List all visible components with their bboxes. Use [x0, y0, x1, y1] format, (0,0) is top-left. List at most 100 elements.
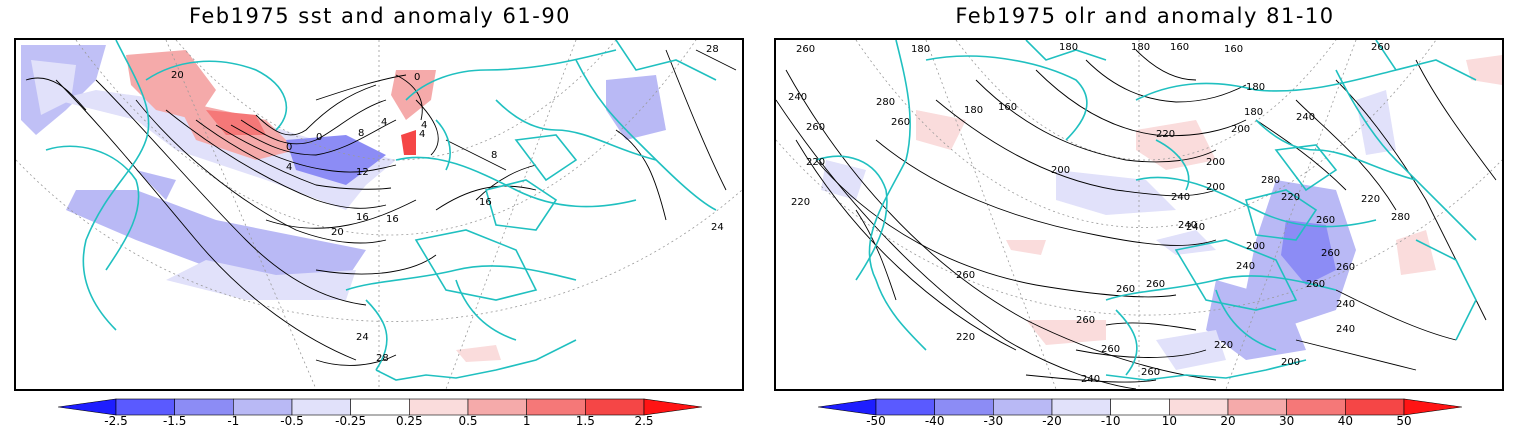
colorbar-end-low: [58, 398, 117, 416]
colorbar-tick-label: -30: [983, 414, 1004, 428]
contour-label: 0: [414, 72, 420, 83]
contour-label: 16: [479, 197, 492, 208]
contour-label: 240: [1171, 192, 1190, 203]
colorbar-bin: [115, 398, 175, 416]
colorbar-bin: [350, 398, 410, 416]
contour-label: 220: [791, 197, 810, 208]
contour-label: 260: [796, 44, 815, 55]
colorbar-tick-label: 0.25: [395, 414, 423, 428]
contour-label: 28: [376, 353, 389, 364]
contour-label: 260: [1336, 262, 1355, 273]
colorbar-bin: [1286, 398, 1346, 416]
colorbar-bin: [1345, 398, 1405, 416]
contour-label: 260: [1141, 367, 1160, 378]
left-colorbar-labels: -2.5 -1.5 -1 -0.5 -0.25 0.25 0.5 1 1.5 2.5: [58, 414, 702, 430]
contour-label: 4: [419, 129, 425, 140]
colorbar-tick-label: -20: [1042, 414, 1062, 428]
contour-label: 4: [421, 120, 427, 131]
colorbar-tick-label: 40: [1337, 414, 1353, 428]
colorbar-end-high: [1403, 398, 1462, 416]
contour-label: 240: [788, 92, 807, 103]
colorbar-bin: [1227, 398, 1287, 416]
colorbar-tick-label: 2.5: [634, 414, 654, 428]
contour-label: 4: [286, 162, 292, 173]
contour-label: 4: [381, 117, 387, 128]
colorbar-tick-label: 20: [1220, 414, 1236, 428]
contour-label: 200: [1206, 182, 1225, 193]
contour-label: 0: [316, 132, 322, 143]
contour-label: 280: [1391, 212, 1410, 223]
contour-label: 280: [876, 97, 895, 108]
contour-label: 200: [1231, 124, 1250, 135]
colorbar-bin: [409, 398, 469, 416]
colorbar-bin: [467, 398, 527, 416]
right-colorbar: [818, 398, 1462, 416]
colorbar-end-high: [643, 398, 702, 416]
contour-label: 240: [1178, 220, 1197, 231]
contour-label: 260: [806, 122, 825, 133]
contour-label: 260: [1321, 248, 1340, 259]
colorbar-bin: [1169, 398, 1229, 416]
contour-label: 220: [1281, 192, 1300, 203]
colorbar-bin: [526, 398, 586, 416]
contour-label: 8: [358, 128, 364, 139]
contour-label: 160: [1224, 44, 1243, 55]
contour-label: 260: [1116, 284, 1135, 295]
contour-label: 28: [706, 44, 719, 55]
contour-label: 220: [1156, 129, 1175, 140]
contour-label: 180: [1059, 42, 1078, 53]
colorbar-tick-label: -50: [866, 414, 886, 428]
colorbar-tick-label: -0.25: [335, 414, 367, 428]
contour-label: 200: [1281, 357, 1300, 368]
contour-label: 24: [711, 222, 724, 233]
contour-label: 180: [964, 105, 983, 116]
left-map-panel: 20 0 0 4 4 0 4 8 4 12 8 16 16 16 20 24 28 24 28: [14, 38, 744, 391]
left-colorbar: [58, 398, 702, 416]
contour-label: 180: [1244, 107, 1263, 118]
colorbar-bin: [993, 398, 1053, 416]
contour-label: 180: [1246, 82, 1265, 93]
contour-label: 200: [1246, 241, 1265, 252]
contour-label: 220: [956, 332, 975, 343]
contour-label: 240: [1186, 222, 1205, 233]
contour-label: 20: [171, 70, 184, 81]
colorbar-bin: [174, 398, 234, 416]
colorbar-tick-label: 10: [1161, 414, 1177, 428]
contour-label: 260: [956, 270, 975, 281]
right-colorbar-labels: -50 -40 -30 -20 -10 10 20 30 40 50: [818, 414, 1462, 430]
colorbar-tick-label: -1: [227, 414, 240, 428]
colorbar-tick-label: -10: [1100, 414, 1121, 428]
colorbar-tick-label: 50: [1396, 414, 1412, 428]
contour-label: 260: [1371, 42, 1390, 53]
contour-label: 160: [1170, 42, 1189, 53]
colorbar-bin: [875, 398, 935, 416]
contour-label: 280: [1261, 175, 1280, 186]
contour-label: 240: [1336, 299, 1355, 310]
colorbar-tick-label: -2.5: [104, 414, 128, 428]
contour-label: 220: [1214, 340, 1233, 351]
colorbar-tick-label: -40: [924, 414, 945, 428]
left-panel-title: Feb1975 sst and anomaly 61-90: [188, 4, 572, 28]
olr-anomaly-map: 260 180 180 180 160 280 260 180 160 160 240 260 200 1…: [776, 40, 1502, 389]
contour-label: 200: [1206, 157, 1225, 168]
colorbar-tick-label: 1.5: [575, 414, 595, 428]
colorbar-tick-label: 30: [1279, 414, 1295, 428]
contour-label: 260: [1101, 344, 1120, 355]
contour-label: 8: [491, 150, 497, 161]
right-panel-title: Feb1975 olr and anomaly 81-10: [955, 4, 1335, 28]
contour-label: 180: [1131, 42, 1150, 53]
contour-label: 160: [998, 102, 1017, 113]
colorbar-tick-label: 0.5: [458, 414, 478, 428]
contour-label: 240: [1336, 324, 1355, 335]
contour-label: 240: [1236, 261, 1255, 272]
contour-label: 220: [1361, 194, 1380, 205]
contour-label: 20: [331, 227, 344, 238]
colorbar-bin: [291, 398, 351, 416]
colorbar-bin: [934, 398, 994, 416]
contour-label: 12: [356, 167, 369, 178]
contour-label: 220: [806, 157, 825, 168]
colorbar-bin: [233, 398, 293, 416]
contour-label: 200: [1051, 165, 1070, 176]
contour-label: 260: [1146, 279, 1165, 290]
